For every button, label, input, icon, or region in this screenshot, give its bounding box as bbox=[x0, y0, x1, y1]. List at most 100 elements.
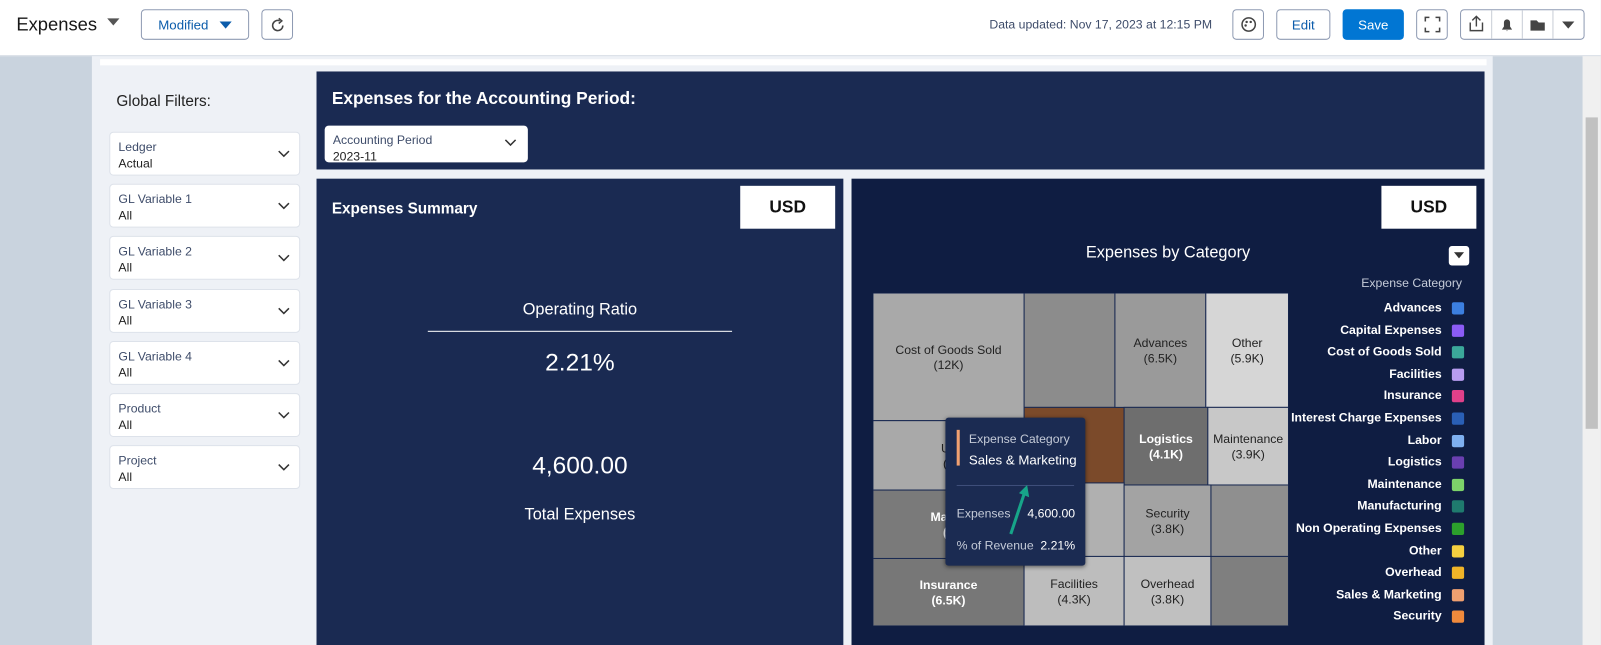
treemap-tile[interactable] bbox=[872, 557, 1025, 626]
filter-dropdown[interactable]: Ledger Actual bbox=[109, 131, 301, 176]
legend-swatch bbox=[1451, 588, 1465, 602]
legend-swatch bbox=[1451, 500, 1465, 513]
legend-label[interactable]: Advances bbox=[1383, 300, 1442, 315]
tooltip-revenue: 2.21% bbox=[1040, 538, 1076, 553]
filter-value: All bbox=[118, 469, 133, 485]
view-caret bbox=[219, 21, 232, 29]
legend-label[interactable]: Labor bbox=[1407, 432, 1442, 447]
tile-label: Logistics bbox=[1139, 432, 1193, 446]
content-strip bbox=[100, 59, 1487, 66]
treemap-tile[interactable] bbox=[1210, 484, 1289, 557]
legend-label[interactable]: Insurance bbox=[1383, 388, 1442, 403]
scroll-thumb[interactable] bbox=[1585, 117, 1598, 429]
tile-value: (3.8K) bbox=[1151, 522, 1184, 536]
tile-value: (5.9K) bbox=[1230, 351, 1263, 365]
period-label: Accounting Period bbox=[332, 132, 433, 148]
legend-swatch bbox=[1451, 324, 1465, 337]
category-currency[interactable]: USD bbox=[1381, 185, 1477, 229]
treemap-tile[interactable] bbox=[1023, 555, 1125, 626]
legend-label[interactable]: Overhead bbox=[1385, 564, 1442, 580]
filter-chevron bbox=[278, 202, 290, 210]
filter-dropdown[interactable]: GL Variable 2 All bbox=[109, 236, 301, 281]
save-button[interactable]: Save bbox=[1342, 9, 1404, 40]
expand-icon bbox=[1424, 16, 1441, 33]
dashboard-title: Expenses bbox=[16, 14, 98, 35]
legend-label[interactable]: Sales & Marketing bbox=[1336, 586, 1442, 602]
filter-value: All bbox=[118, 365, 133, 380]
theme-button[interactable] bbox=[1232, 9, 1264, 40]
filter-chevron bbox=[278, 411, 290, 419]
legend-label[interactable]: Cost of Goods Sold bbox=[1327, 344, 1442, 359]
period-title: Expenses for the Accounting Period: bbox=[331, 88, 636, 109]
tile-label: Security bbox=[1145, 507, 1190, 521]
legend-swatch bbox=[1451, 434, 1465, 447]
tile-label: Facilities bbox=[1050, 577, 1098, 591]
treemap-tile[interactable] bbox=[872, 293, 1025, 422]
edit-button[interactable]: Edit bbox=[1276, 9, 1331, 40]
period-chevron bbox=[504, 139, 517, 147]
legend-swatch bbox=[1451, 302, 1465, 315]
tooltip: Expense Category Sales & Marketing Expen… bbox=[945, 417, 1086, 566]
legend-swatch bbox=[1451, 566, 1465, 580]
title-menu[interactable] bbox=[106, 17, 120, 27]
treemap-tile[interactable] bbox=[1123, 555, 1212, 626]
tile-label: Advances bbox=[1133, 336, 1187, 350]
chart-menu-caret bbox=[1453, 252, 1465, 259]
filter-value: All bbox=[118, 417, 133, 432]
total-label: Total Expenses bbox=[524, 506, 636, 524]
treemap-tile[interactable] bbox=[1210, 555, 1289, 626]
legend-label[interactable]: Logistics bbox=[1387, 454, 1442, 469]
filter-dropdown[interactable]: Project All bbox=[109, 445, 301, 490]
tooltip-swatch bbox=[956, 429, 960, 466]
ratio-value: 2.21% bbox=[545, 349, 615, 377]
treemap-tile[interactable] bbox=[1123, 406, 1209, 486]
legend-label[interactable]: Capital Expenses bbox=[1340, 322, 1442, 337]
treemap-tile[interactable] bbox=[1123, 484, 1212, 557]
filter-label: GL Variable 1 bbox=[118, 192, 192, 207]
refresh-button[interactable] bbox=[261, 9, 294, 40]
period-dropdown[interactable]: Accounting Period 2023-11 bbox=[324, 125, 528, 163]
legend-label[interactable]: Interest Charge Expenses bbox=[1291, 410, 1442, 425]
filter-dropdown[interactable]: GL Variable 3 All bbox=[109, 288, 301, 333]
tooltip-category: Sales & Marketing bbox=[968, 452, 1077, 468]
filter-dropdown[interactable]: Product All bbox=[109, 393, 301, 437]
filter-chevron bbox=[278, 150, 290, 158]
summary-title: Expenses Summary bbox=[331, 200, 478, 218]
treemap-tile[interactable] bbox=[1207, 406, 1289, 486]
view-dropdown[interactable]: Modified bbox=[140, 9, 250, 40]
chart-menu[interactable] bbox=[1448, 246, 1470, 266]
filter-label: GL Variable 4 bbox=[118, 348, 192, 364]
legend-label[interactable]: Other bbox=[1408, 542, 1442, 558]
summary-panel bbox=[316, 178, 844, 645]
tooltip-expenses: 4,600.00 bbox=[1027, 506, 1076, 521]
legend-swatch bbox=[1451, 346, 1465, 359]
filter-dropdown[interactable]: GL Variable 1 All bbox=[109, 183, 301, 228]
legend-label[interactable]: Manufacturing bbox=[1357, 498, 1442, 513]
filter-value: Actual bbox=[118, 156, 153, 171]
legend-label[interactable]: Non Operating Expenses bbox=[1295, 520, 1442, 536]
treemap-tile[interactable] bbox=[1023, 293, 1116, 408]
legend-label[interactable]: Maintenance bbox=[1367, 476, 1442, 491]
legend-swatch bbox=[1451, 522, 1465, 536]
fullscreen-button[interactable] bbox=[1416, 9, 1448, 40]
tooltip-heading: Expense Category bbox=[968, 431, 1070, 447]
legend-label[interactable]: Facilities bbox=[1389, 366, 1442, 381]
tile-label: Maintenance bbox=[1213, 432, 1283, 446]
filter-label: Product bbox=[118, 401, 161, 416]
tooltip-divider bbox=[956, 484, 1075, 486]
scrollbar[interactable] bbox=[1582, 56, 1601, 645]
filter-value: All bbox=[118, 208, 133, 223]
tile-value: (4.1K) bbox=[1149, 447, 1183, 461]
view-label: Modified bbox=[158, 17, 209, 33]
filter-dropdown[interactable]: GL Variable 4 All bbox=[109, 340, 301, 385]
legend-label[interactable]: Security bbox=[1393, 608, 1442, 624]
action-icons bbox=[1469, 10, 1575, 39]
tile-value: (3.8K) bbox=[1151, 592, 1184, 606]
filters-title: Global Filters: bbox=[116, 92, 211, 111]
filter-chevron bbox=[278, 464, 290, 471]
treemap-tile[interactable] bbox=[1114, 293, 1207, 408]
summary-currency[interactable]: USD bbox=[740, 185, 836, 229]
